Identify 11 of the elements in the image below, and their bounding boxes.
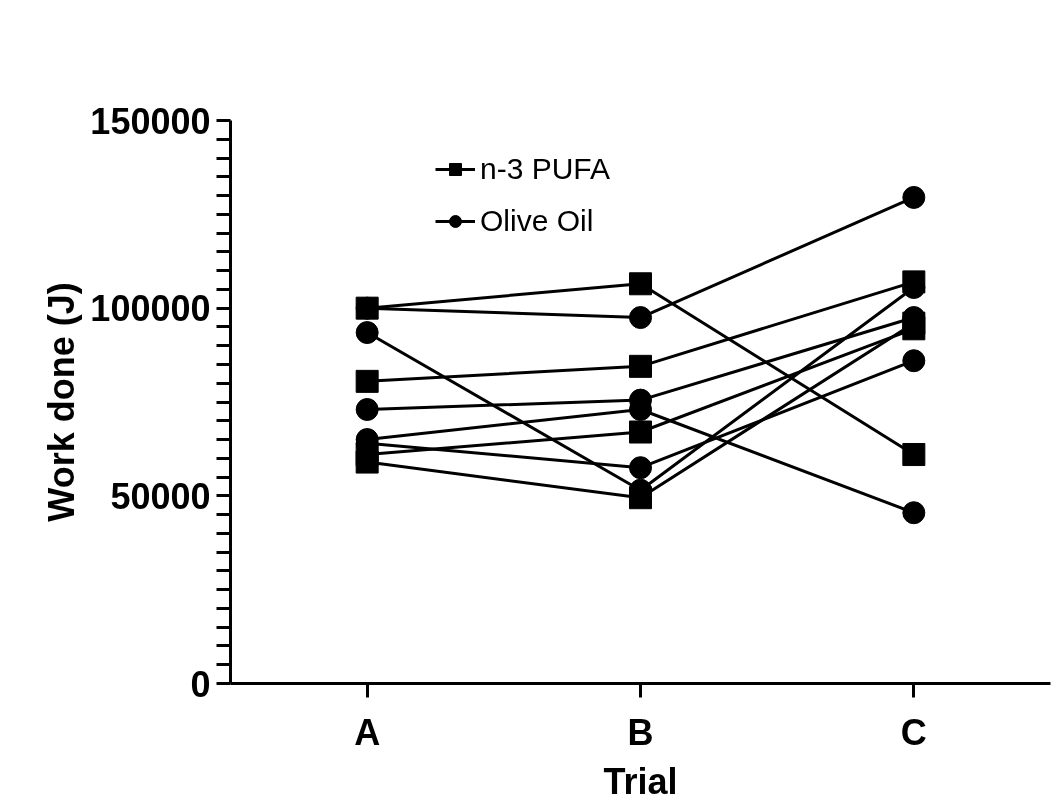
legend-label: Olive Oil bbox=[480, 204, 594, 238]
y-tick-label: 150000 bbox=[90, 100, 211, 142]
y-tick-label: 50000 bbox=[110, 475, 211, 517]
x-axis-title: Trial bbox=[603, 760, 678, 802]
x-tick-label: A bbox=[354, 711, 381, 753]
y-tick-label: 100000 bbox=[90, 288, 211, 330]
x-tick-label: C bbox=[900, 711, 927, 753]
x-tick-label: B bbox=[627, 711, 654, 753]
legend-label: n-3 PUFA bbox=[480, 152, 611, 186]
y-axis-title: Work done (J) bbox=[41, 282, 83, 522]
y-tick-label: 0 bbox=[190, 663, 211, 705]
